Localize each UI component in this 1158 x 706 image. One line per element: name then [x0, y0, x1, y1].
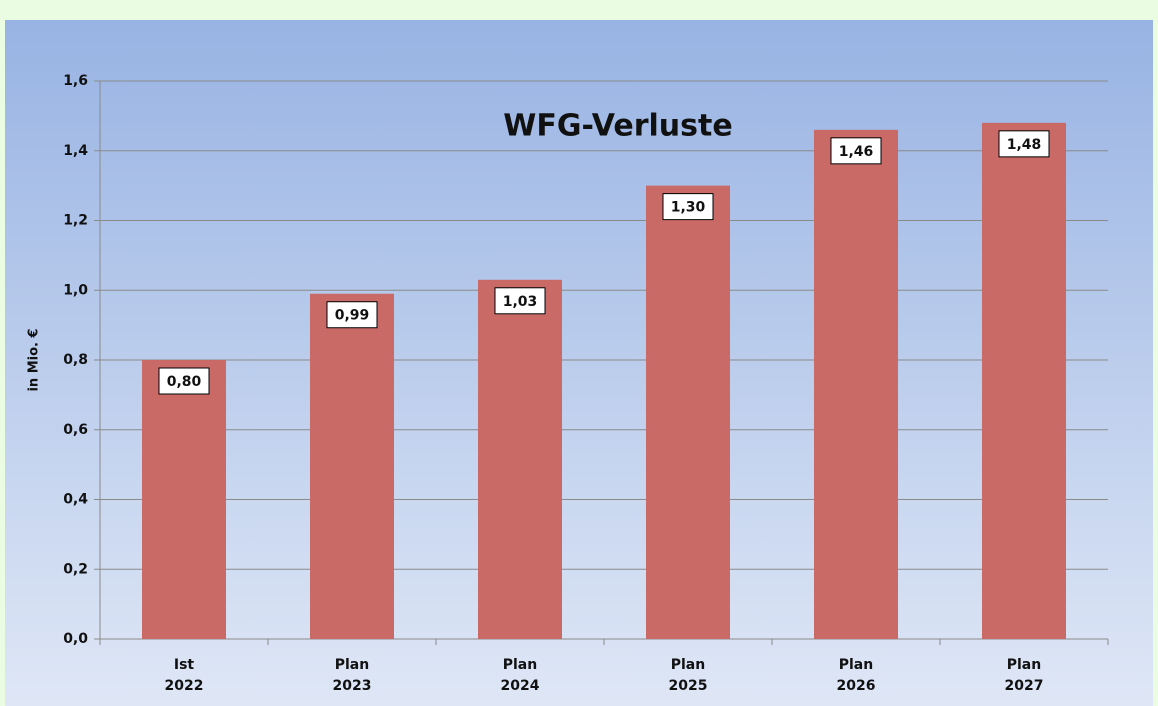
bar — [310, 293, 394, 639]
value-label-box — [158, 367, 210, 395]
x-tick-label: Ist 2022 — [165, 657, 204, 694]
x-tick-label: Plan 2024 — [501, 657, 540, 694]
bar — [142, 360, 226, 639]
y-tick-label: 0,8 — [63, 352, 88, 368]
y-axis-label: in Mio. € — [27, 328, 42, 391]
value-label-box — [998, 130, 1050, 158]
value-label: 1,03 — [503, 294, 538, 310]
bar — [646, 185, 730, 639]
y-tick-label: 0,0 — [63, 631, 88, 647]
value-label: 0,99 — [335, 308, 370, 324]
value-label: 0,80 — [167, 374, 202, 390]
bar — [478, 279, 562, 639]
y-tick-label: 0,2 — [63, 561, 88, 577]
value-label: 1,46 — [839, 144, 874, 160]
value-label-box — [494, 287, 546, 315]
value-label-box — [662, 193, 714, 221]
bar — [982, 122, 1066, 640]
y-tick-label: 1,2 — [63, 213, 88, 229]
y-tick-label: 0,6 — [63, 422, 88, 438]
value-label: 1,48 — [1007, 137, 1042, 153]
x-tick-label: Plan 2026 — [837, 657, 876, 694]
x-tick-label: Plan 2023 — [333, 657, 372, 694]
bar — [814, 129, 898, 639]
x-tick-label: Plan 2025 — [669, 657, 708, 694]
value-label-box — [830, 137, 882, 165]
y-tick-label: 1,0 — [63, 282, 88, 298]
chart-title: WFG-Verluste — [503, 109, 732, 144]
value-label: 1,30 — [671, 200, 706, 216]
y-tick-label: 0,4 — [63, 492, 88, 508]
y-tick-label: 1,4 — [63, 143, 88, 159]
value-label-box — [326, 301, 378, 329]
x-tick-label: Plan 2027 — [1005, 657, 1044, 694]
y-tick-label: 1,6 — [63, 73, 88, 89]
